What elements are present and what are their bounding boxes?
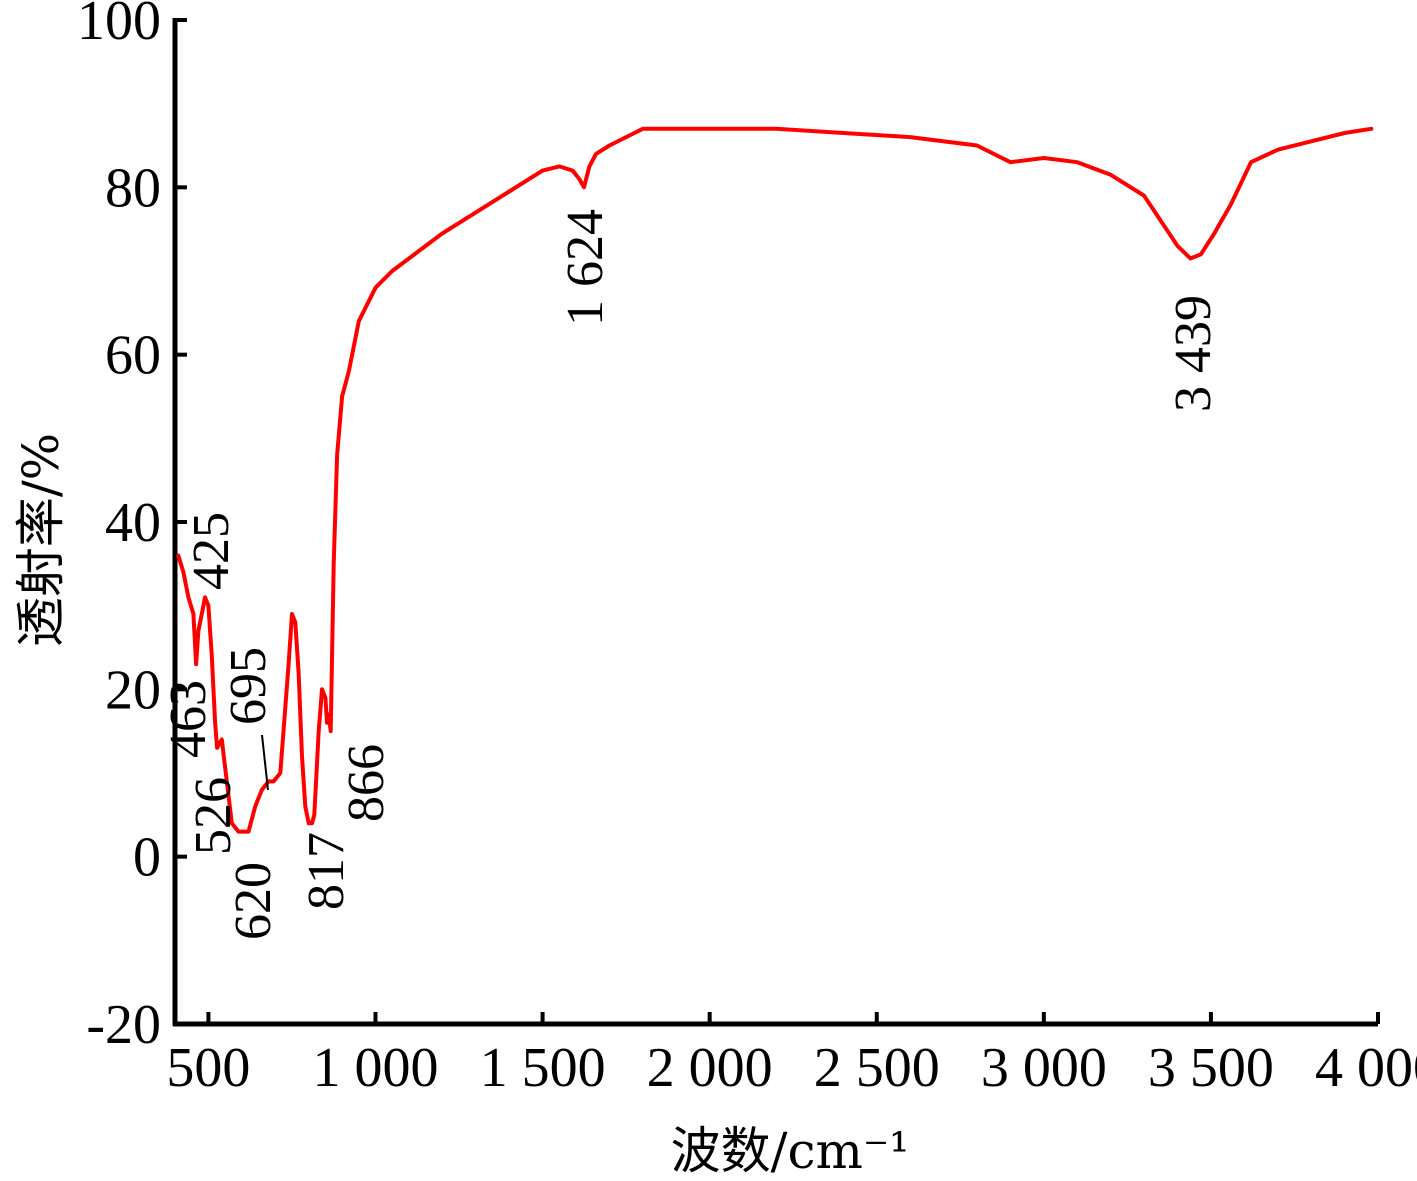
peak-label: 695: [220, 647, 277, 725]
y-axis-title: 透射率/%: [12, 433, 70, 647]
y-tick-label: 40: [105, 492, 161, 554]
y-tick-label: -20: [86, 994, 161, 1056]
y-ticks: -20 0 20 40 60 80 100: [77, 0, 187, 1056]
transmittance-line: [176, 126, 1374, 834]
x-axis-title: 波数/cm⁻¹: [671, 1122, 910, 1180]
x-tick-label: 1 000: [313, 1037, 439, 1099]
x-tick-label: 500: [166, 1037, 250, 1099]
y-tick-label: 80: [105, 157, 161, 219]
peak-label: 1 624: [557, 209, 614, 326]
y-tick-label: 100: [77, 0, 161, 52]
peak-label: 463: [160, 680, 217, 758]
peak-label: 425: [183, 512, 240, 590]
x-tick-label: 1 500: [480, 1037, 606, 1099]
peak-label: 817: [298, 832, 355, 910]
y-tick-label: 20: [105, 659, 161, 721]
peak-label: 866: [338, 744, 395, 822]
x-tick-label: 3 500: [1148, 1037, 1274, 1099]
y-tick-label: 60: [105, 325, 161, 387]
x-tick-label: 4 000: [1315, 1037, 1417, 1099]
x-tick-label: 3 000: [981, 1037, 1107, 1099]
y-tick-label: 0: [133, 827, 161, 889]
leader-line-695: [261, 734, 269, 791]
x-ticks: 500 1 000 1 500 2 000 2 500 3 000 3 500 4 000: [166, 1012, 1417, 1099]
peak-label: 3 439: [1165, 295, 1222, 412]
x-tick-label: 2 000: [647, 1037, 773, 1099]
peak-label: 620: [225, 862, 282, 940]
peak-labels: 425 463 526 620 695 817 866 1 624 3 439: [160, 209, 1222, 940]
x-tick-label: 2 500: [814, 1037, 940, 1099]
peak-label: 526: [185, 777, 242, 855]
